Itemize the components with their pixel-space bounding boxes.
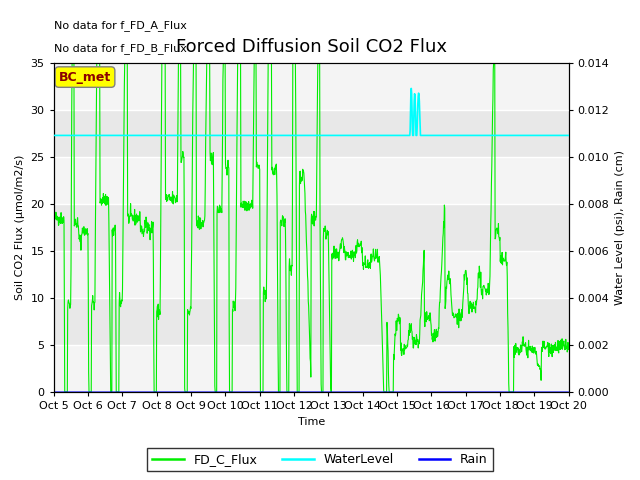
Bar — [54, 157, 569, 204]
X-axis label: Time: Time — [298, 417, 325, 427]
Bar — [54, 345, 569, 392]
Title: Forced Diffusion Soil CO2 Flux: Forced Diffusion Soil CO2 Flux — [176, 38, 447, 56]
Bar — [54, 63, 569, 110]
Text: No data for f_FD_B_Flux: No data for f_FD_B_Flux — [54, 43, 187, 54]
Text: BC_met: BC_met — [59, 71, 111, 84]
Y-axis label: Soil CO2 Flux (μmol/m2/s): Soil CO2 Flux (μmol/m2/s) — [15, 155, 25, 300]
Text: No data for f_FD_A_Flux: No data for f_FD_A_Flux — [54, 20, 187, 31]
Bar — [54, 251, 569, 298]
Legend: FD_C_Flux, WaterLevel, Rain: FD_C_Flux, WaterLevel, Rain — [147, 448, 493, 471]
Y-axis label: Water Level (psi), Rain (cm): Water Level (psi), Rain (cm) — [615, 150, 625, 305]
